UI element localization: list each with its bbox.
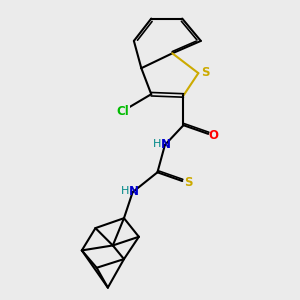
Text: H: H (121, 186, 129, 197)
Text: Cl: Cl (116, 105, 129, 118)
Text: O: O (208, 129, 218, 142)
Text: S: S (184, 176, 193, 189)
Text: N: N (160, 138, 171, 151)
Text: N: N (128, 185, 138, 198)
Text: H: H (153, 139, 162, 149)
Text: S: S (201, 66, 209, 79)
